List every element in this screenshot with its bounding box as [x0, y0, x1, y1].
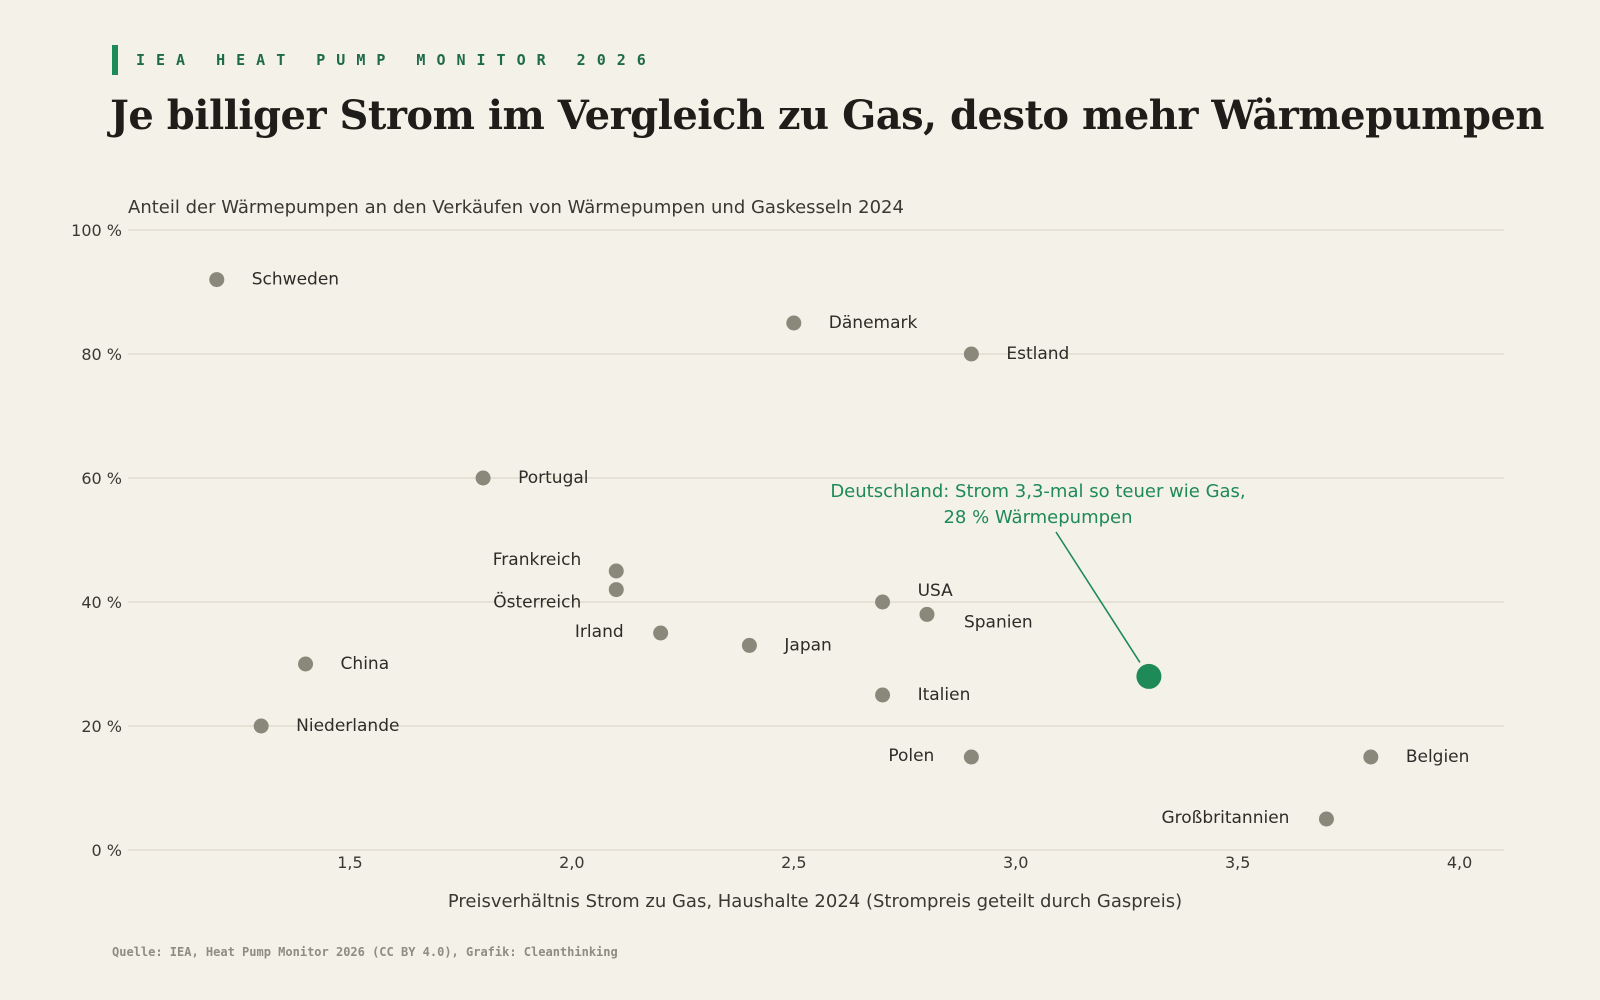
- data-point: [253, 718, 269, 734]
- y-tick-label: 100 %: [71, 221, 122, 240]
- data-point: [608, 582, 624, 598]
- y-tick-label: 20 %: [81, 717, 122, 736]
- y-tick-label: 60 %: [81, 469, 122, 488]
- annotation-leader-line: [1055, 531, 1141, 663]
- x-axis-title: Preisverhältnis Strom zu Gas, Haushalte …: [448, 891, 1182, 912]
- data-point: [1318, 811, 1334, 827]
- y-tick-label: 80 %: [81, 345, 122, 364]
- data-point: [875, 687, 891, 703]
- point-label: USA: [918, 581, 954, 601]
- chart-headline: Je billiger Strom im Vergleich zu Gas, d…: [110, 92, 1544, 139]
- kicker-accent-bar: [112, 45, 118, 75]
- point-label: Österreich: [493, 591, 581, 613]
- point-label: Großbritannien: [1161, 808, 1289, 828]
- data-point: [475, 470, 491, 486]
- x-tick-label: 4,0: [1447, 853, 1472, 872]
- annotation-text: 28 % Wärmepumpen: [943, 507, 1132, 528]
- point-label: Japan: [783, 635, 831, 655]
- data-point: [741, 637, 757, 653]
- x-axis-ticks: 1,5 2,0 2,5 3,0 3,5 4,0: [337, 853, 1472, 872]
- point-label: Irland: [575, 622, 624, 642]
- data-point: [786, 315, 802, 331]
- data-point: [653, 625, 669, 641]
- point-label: Estland: [1006, 344, 1069, 364]
- x-tick-label: 3,5: [1225, 853, 1250, 872]
- source-note: Quelle: IEA, Heat Pump Monitor 2026 (CC …: [112, 945, 618, 959]
- point-label: China: [341, 654, 390, 674]
- x-tick-label: 2,5: [781, 853, 806, 872]
- data-point: [298, 656, 314, 672]
- data-point: [875, 594, 891, 610]
- data-point: [963, 749, 979, 765]
- kicker-text: IEA HEAT PUMP MONITOR 2026: [136, 51, 657, 69]
- y-axis-ticks: 0 % 20 % 40 % 60 % 80 % 100 %: [71, 221, 122, 860]
- point-label: Frankreich: [493, 550, 582, 570]
- data-point: [919, 606, 935, 622]
- highlight-group: Deutschland: Strom 3,3-mal so teuer wie …: [830, 481, 1246, 689]
- annotation-text: Deutschland: Strom 3,3-mal so teuer wie …: [830, 481, 1245, 502]
- x-tick-label: 3,0: [1003, 853, 1028, 872]
- data-point: [963, 346, 979, 362]
- point-label: Italien: [918, 685, 971, 705]
- point-label: Schweden: [252, 270, 339, 290]
- data-point: [1363, 749, 1379, 765]
- data-point: [209, 272, 225, 288]
- gridlines: [128, 229, 1504, 851]
- point-label: Niederlande: [296, 716, 399, 736]
- x-tick-label: 2,0: [559, 853, 584, 872]
- kicker: IEA HEAT PUMP MONITOR 2026: [112, 45, 657, 75]
- y-tick-label: 0 %: [92, 841, 122, 860]
- highlight-point-deutschland: [1136, 663, 1162, 689]
- point-label: Polen: [888, 746, 934, 766]
- point-label: Portugal: [518, 468, 588, 488]
- x-tick-label: 1,5: [337, 853, 362, 872]
- y-tick-label: 40 %: [81, 593, 122, 612]
- point-label: Spanien: [964, 612, 1033, 632]
- data-points: Schweden Dänemark Estland Portugal Frankreic…: [209, 270, 1469, 828]
- point-label: Dänemark: [829, 313, 918, 333]
- point-label: Belgien: [1406, 747, 1470, 767]
- data-point: [608, 563, 624, 579]
- y-axis-title: Anteil der Wärmepumpen an den Verkäufen …: [128, 197, 904, 218]
